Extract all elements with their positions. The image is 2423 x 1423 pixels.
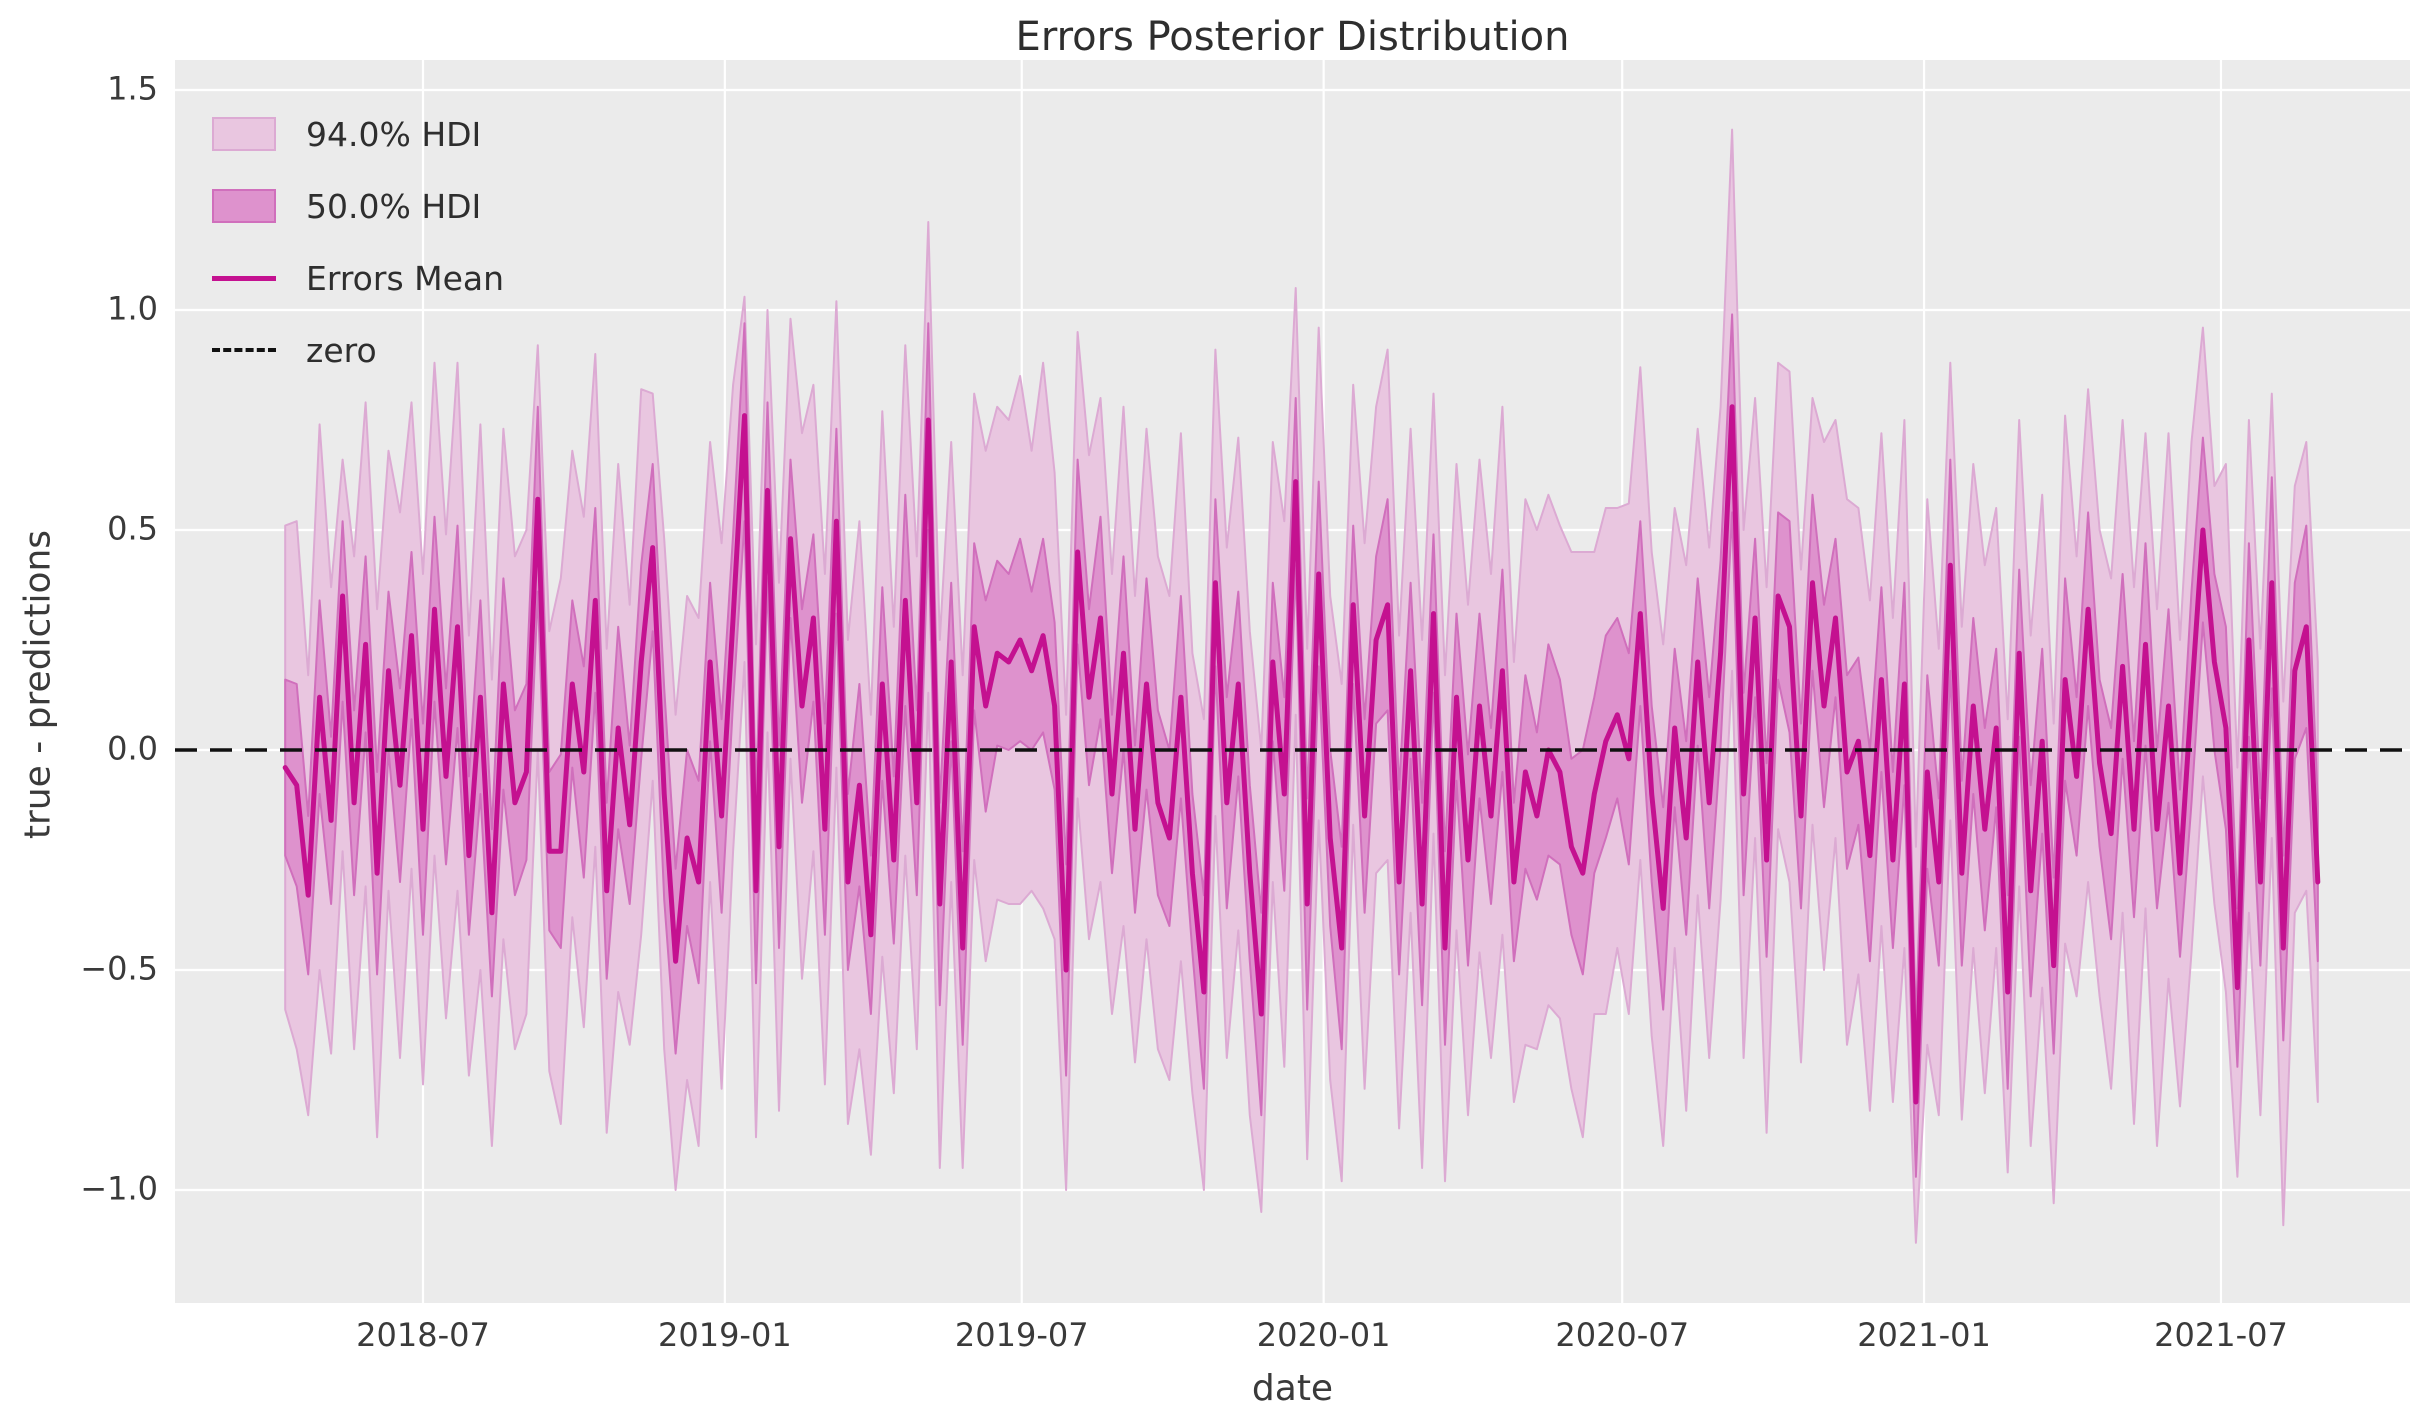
- x-tick-label: 2019-01: [657, 1316, 792, 1354]
- y-tick-label: 0.0: [107, 729, 158, 768]
- legend: 94.0% HDI 50.0% HDI Errors Mean zero: [212, 98, 504, 386]
- legend-label: 94.0% HDI: [306, 114, 482, 154]
- legend-item-mean: Errors Mean: [212, 242, 504, 314]
- chart-title: Errors Posterior Distribution: [1015, 14, 1570, 60]
- legend-item-hdi50: 50.0% HDI: [212, 170, 504, 242]
- legend-label: Errors Mean: [306, 258, 505, 298]
- y-tick-label: 0.5: [107, 509, 158, 548]
- x-tick-label: 2021-01: [1857, 1316, 1991, 1354]
- x-tick-label: 2020-01: [1256, 1316, 1391, 1354]
- legend-label: 50.0% HDI: [306, 186, 482, 226]
- x-tick-label: 2019-07: [954, 1316, 1089, 1354]
- y-tick-label: 1.5: [107, 69, 158, 108]
- errors-mean-line: [282, 404, 2321, 1105]
- x-tick-label: 2018-07: [356, 1316, 490, 1354]
- zero-line-swatch-icon: [212, 348, 276, 352]
- y-tick-label: −1.0: [80, 1169, 158, 1208]
- hdi50-swatch-icon: [212, 189, 276, 223]
- legend-label: zero: [306, 330, 377, 370]
- y-tick-label: 1.0: [107, 289, 158, 328]
- x-tick-label: 2021-07: [2154, 1316, 2288, 1354]
- x-tick-label: 2020-07: [1555, 1316, 1690, 1354]
- x-axis-label: date: [1251, 1368, 1334, 1409]
- y-tick-label: −0.5: [80, 949, 158, 988]
- legend-item-zero: zero: [212, 314, 504, 386]
- mean-line-swatch-icon: [212, 275, 276, 281]
- hdi94-swatch-icon: [212, 117, 276, 151]
- legend-item-hdi94: 94.0% HDI: [212, 98, 504, 170]
